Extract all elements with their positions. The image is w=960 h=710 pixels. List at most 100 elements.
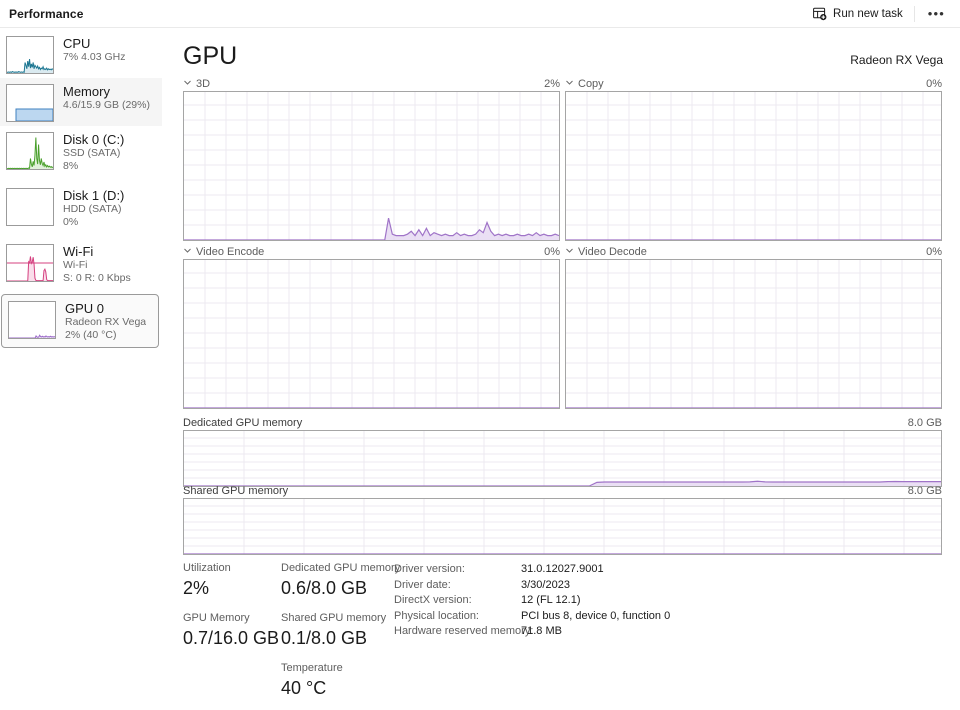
stat-utilization: Utilization 2% xyxy=(183,560,279,601)
info-value: 3/30/2023 xyxy=(521,578,570,591)
info-row: Hardware reserved memory: 71.8 MB xyxy=(394,624,824,640)
gpu-model-name: Radeon RX Vega xyxy=(850,53,943,67)
info-key: Driver date: xyxy=(394,578,451,591)
temperature-value: 40 °C xyxy=(281,678,327,698)
graph-video-encode[interactable] xyxy=(183,259,560,409)
stat-temperature: Temperature 40 °C xyxy=(281,660,400,701)
utilization-label: Utilization xyxy=(183,562,231,574)
info-row: Physical location: PCI bus 8, device 0, f… xyxy=(394,609,824,625)
run-new-task-label: Run new task xyxy=(833,7,903,20)
sidebar-item-text-disk0: Disk 0 (C:) SSD (SATA) 8% xyxy=(63,131,124,172)
graph-title-video-encode: Video Encode xyxy=(196,245,265,258)
sidebar-item-text-gpu0: GPU 0 Radeon RX Vega 2% (40 °C) xyxy=(65,300,146,341)
sidebar-item-label-cpu: CPU xyxy=(63,36,91,51)
info-value: 12 (FL 12.1) xyxy=(521,594,581,606)
sidebar-item-disk0[interactable]: Disk 0 (C:) SSD (SATA) 8% xyxy=(0,126,162,182)
sidebar-item-label-wifi: Wi-Fi xyxy=(63,244,94,259)
sidebar-thumbnail-disk0 xyxy=(6,132,54,170)
sidebar-item-detail2-disk0: 8% xyxy=(63,159,79,172)
sidebar-thumbnail-gpu0 xyxy=(8,301,56,339)
graph-dedicated-gpu-memory[interactable] xyxy=(183,430,942,487)
chevron-down-icon[interactable] xyxy=(565,246,574,255)
graph-title-video-decode: Video Decode xyxy=(578,245,647,258)
sidebar-item-detail2-wifi: S: 0 R: 0 Kbps xyxy=(63,271,131,284)
graph-label-row-3d: 3D 2% xyxy=(183,77,560,90)
sidebar-thumbnail-wifi xyxy=(6,244,54,282)
sidebar-item-label-memory: Memory xyxy=(63,84,110,99)
stats-col-memory: Dedicated GPU memory 0.6/8.0 GB Shared G… xyxy=(281,560,400,710)
gpu-heading: GPU xyxy=(183,42,238,70)
sidebar-item-detail2-disk1: 0% xyxy=(63,215,79,228)
info-row: DirectX version: 12 (FL 12.1) xyxy=(394,593,824,609)
title-bar: Performance Run new task ••• xyxy=(0,0,960,27)
device-info-list: Driver version: 31.0.12027.9001 Driver dat… xyxy=(394,562,824,640)
temperature-label: Temperature xyxy=(281,662,343,674)
more-options-button[interactable]: ••• xyxy=(927,6,945,21)
sidebar-thumbnail-cpu xyxy=(6,36,54,74)
sidebar-item-detail1-gpu0: Radeon RX Vega xyxy=(65,316,147,328)
graph-title-dedicated-gpu-memory: Dedicated GPU memory xyxy=(183,416,303,429)
gpu-header: GPU Radeon RX Vega xyxy=(183,42,943,70)
run-new-task-button[interactable]: Run new task xyxy=(806,3,910,25)
sidebar: CPU 7% 4.03 GHz Memory 4.6/15.9 GB (29%) Dis… xyxy=(0,30,162,687)
graph-label-row-video-decode: Video Decode 0% xyxy=(565,245,942,258)
info-key: Physical location: xyxy=(394,609,479,622)
graph-3d[interactable] xyxy=(183,91,560,241)
sidebar-item-wifi[interactable]: Wi-Fi Wi-Fi S: 0 R: 0 Kbps xyxy=(0,238,162,294)
info-value: 31.0.12027.9001 xyxy=(521,563,604,575)
stat-gpu-memory: GPU Memory 0.7/16.0 GB xyxy=(183,610,279,651)
graph-value-video-encode: 0% xyxy=(544,245,560,258)
stat-dedicated-memory: Dedicated GPU memory 0.6/8.0 GB xyxy=(281,560,400,601)
sidebar-item-label-disk0: Disk 0 (C:) xyxy=(63,132,125,147)
graph-title-copy: Copy xyxy=(578,77,604,90)
dedicated-memory-value: 0.6/8.0 GB xyxy=(281,578,368,598)
sidebar-item-cpu[interactable]: CPU 7% 4.03 GHz xyxy=(0,30,162,78)
sidebar-item-detail1-cpu: 7% 4.03 GHz xyxy=(63,51,126,63)
graph-title-shared-gpu-memory: Shared GPU memory xyxy=(183,484,289,497)
sidebar-thumbnail-disk1 xyxy=(6,188,54,226)
info-value: PCI bus 8, device 0, function 0 xyxy=(521,609,671,622)
graph-value-copy: 0% xyxy=(926,77,942,90)
title-bar-divider xyxy=(0,27,960,28)
graph-video-decode[interactable] xyxy=(565,259,942,409)
stats-col-utilization: Utilization 2% GPU Memory 0.7/16.0 GB xyxy=(183,560,279,660)
sidebar-item-label-gpu0: GPU 0 xyxy=(65,301,105,316)
sidebar-item-detail1-disk1: HDD (SATA) xyxy=(63,203,122,215)
sidebar-item-disk1[interactable]: Disk 1 (D:) HDD (SATA) 0% xyxy=(0,182,162,238)
sidebar-item-text-cpu: CPU 7% 4.03 GHz xyxy=(63,35,125,64)
info-key: DirectX version: xyxy=(394,594,472,606)
graph-label-row-video-encode: Video Encode 0% xyxy=(183,245,560,258)
info-key: Driver version: xyxy=(394,563,465,575)
graph-value-shared-gpu-memory: 8.0 GB xyxy=(907,484,942,497)
sidebar-item-detail2-gpu0: 2% (40 °C) xyxy=(65,328,117,341)
graph-copy[interactable] xyxy=(565,91,942,241)
sidebar-item-memory[interactable]: Memory 4.6/15.9 GB (29%) xyxy=(0,78,162,126)
gpu-memory-value: 0.7/16.0 GB xyxy=(183,628,280,648)
chevron-down-icon[interactable] xyxy=(183,78,192,87)
sidebar-item-gpu0[interactable]: GPU 0 Radeon RX Vega 2% (40 °C) xyxy=(1,294,159,348)
title-bar-actions: Run new task ••• xyxy=(806,0,960,27)
sidebar-item-label-disk1: Disk 1 (D:) xyxy=(63,188,125,203)
gpu-memory-label: GPU Memory xyxy=(183,612,250,624)
sidebar-item-text-disk1: Disk 1 (D:) HDD (SATA) 0% xyxy=(63,187,124,228)
main-panel: GPU Radeon RX Vega 3D 2% Copy 0% Video Encod… xyxy=(162,30,960,698)
info-row: Driver version: 31.0.12027.9001 xyxy=(394,562,824,578)
graph-label-row-dedicated-gpu-memory: Dedicated GPU memory 8.0 GB xyxy=(183,416,942,429)
graph-label-row-copy: Copy 0% xyxy=(565,77,942,90)
info-row: Driver date: 3/30/2023 xyxy=(394,578,824,594)
graph-title-3d: 3D xyxy=(196,77,211,90)
info-key: Hardware reserved memory: xyxy=(394,625,534,637)
chevron-down-icon[interactable] xyxy=(183,246,192,255)
shared-memory-value: 0.1/8.0 GB xyxy=(281,628,368,648)
dedicated-memory-label: Dedicated GPU memory xyxy=(281,562,401,574)
graph-value-dedicated-gpu-memory: 8.0 GB xyxy=(907,416,942,429)
page-title: Performance xyxy=(9,6,84,21)
sidebar-item-text-wifi: Wi-Fi Wi-Fi S: 0 R: 0 Kbps xyxy=(63,243,131,284)
sidebar-item-text-memory: Memory 4.6/15.9 GB (29%) xyxy=(63,83,150,112)
sidebar-thumbnail-memory xyxy=(6,84,54,122)
chevron-down-icon[interactable] xyxy=(565,78,574,87)
graph-value-3d: 2% xyxy=(544,77,560,90)
graph-label-row-shared-gpu-memory: Shared GPU memory 8.0 GB xyxy=(183,484,942,497)
sidebar-item-detail1-wifi: Wi-Fi xyxy=(63,259,88,271)
graph-shared-gpu-memory[interactable] xyxy=(183,498,942,555)
